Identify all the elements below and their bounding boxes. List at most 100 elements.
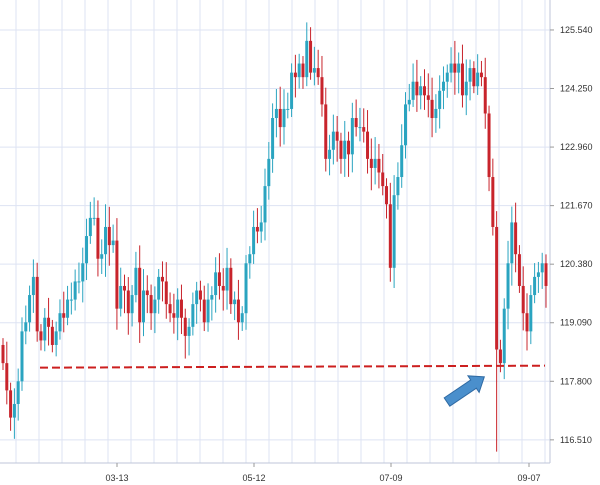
candle-body [134,267,138,296]
candle-body [309,40,313,73]
candle-body [460,63,464,96]
candle-body [96,217,100,259]
candle-body [324,104,328,159]
candle-body [47,317,51,327]
candle-body [85,236,89,264]
candle-body [111,240,115,246]
candle-body [183,317,187,336]
x-tick-label: 09-07 [517,473,540,483]
candle-body [244,263,248,314]
candle-body [141,290,145,323]
candle-body [373,158,377,168]
candle-body [400,145,404,178]
candle-body [267,158,271,187]
candle-body [176,299,180,318]
candle-body [491,177,495,227]
candle-body [536,272,540,277]
candle-body [514,222,518,255]
candle-body [404,104,408,146]
candle-body [521,285,525,314]
candle-body [434,108,438,119]
candle-body [502,308,506,364]
candle-body [263,186,267,223]
candle-body [20,331,24,382]
candle-body [160,276,164,282]
candle-body [305,40,309,78]
candle-body [149,295,153,314]
candle-body [69,299,73,301]
candle-body [278,108,282,128]
candle-body [487,113,491,178]
candle-body [248,254,252,264]
candle-body [168,304,172,314]
candle-body [377,158,381,173]
candle-body [202,299,206,323]
candle-body [259,222,263,232]
y-tick-label: 124.250 [560,84,593,94]
candle-body [115,240,119,309]
candle-body [441,81,445,91]
x-axis-ticks: 03-13 05-12 07-09 09-07 [105,463,541,483]
candle-body [498,349,502,364]
candle-body [286,108,290,110]
candle-body [58,313,62,332]
candle-body [28,295,32,323]
candle-body [316,68,320,78]
candle-body [43,317,47,341]
candle-body [233,299,237,305]
candle-body [293,72,297,78]
candle-body [66,299,70,318]
candle-body [544,263,548,286]
candle-body [214,272,218,296]
candle-body [331,131,335,150]
candle-body [301,63,305,78]
candle-body [9,390,13,418]
candle-body [225,267,229,291]
candle-body [153,299,157,314]
x-tick-label: 07-09 [379,473,402,483]
candle-body [157,276,161,300]
candle-body [16,381,20,404]
x-tick-label: 05-12 [242,473,265,483]
y-tick-label: 116.510 [560,435,592,445]
candle-body [187,326,191,336]
y-tick-label: 120.380 [560,259,593,269]
candle-body [335,131,339,141]
candle-body [130,295,134,314]
candle-body [472,68,476,87]
candle-body [339,140,343,159]
candle-body [236,299,240,323]
candle-body [540,263,544,273]
candle-body [195,290,199,305]
candle-body [506,263,510,309]
candle-body [73,281,77,300]
candle-body [320,77,324,105]
candle-body [54,331,58,345]
candle-body [354,118,358,128]
candle-body [24,322,28,332]
candle-body [31,276,35,296]
candle-body [312,68,316,73]
candle-body [362,127,366,132]
candle-body [483,77,487,114]
candle-body [221,285,225,291]
candle-body [468,68,472,82]
candle-body [457,63,461,73]
candle-body [381,172,385,187]
candle-body [350,118,354,155]
candle-body [358,127,362,129]
candle-body [347,140,351,155]
candle-body [126,290,130,314]
candle-body [206,299,210,323]
candle-body [385,186,389,205]
candle-body [145,290,149,296]
candle-body [449,63,453,73]
candle-body [81,263,85,282]
candle-body [438,90,442,109]
candle-body [123,285,127,291]
candle-body [179,299,183,318]
candle-body [100,254,104,259]
candle-body [92,217,96,219]
candle-body [396,177,400,196]
